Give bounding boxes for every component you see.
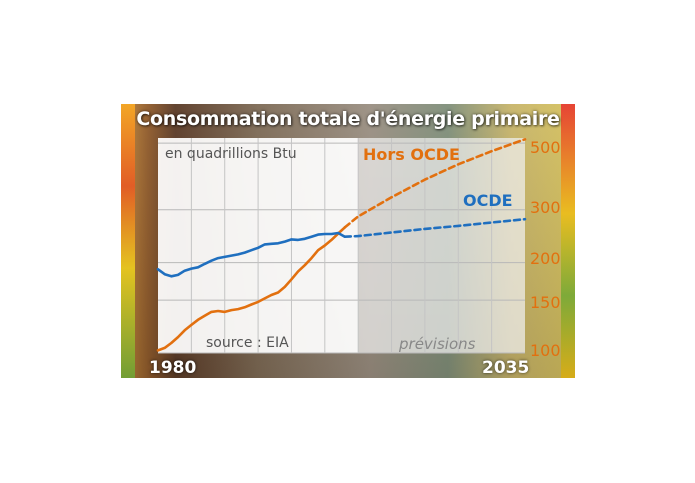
series-line-oecd-history	[156, 231, 347, 278]
color-stripe-right	[561, 104, 575, 378]
source-label: source : EIA	[206, 335, 289, 351]
color-stripe-left	[121, 104, 135, 378]
series-lines	[156, 138, 527, 352]
series-label-non-oecd: Hors OCDE	[363, 145, 460, 164]
series-line-non-oecd-forecast	[343, 138, 527, 229]
plot-area-forecast	[358, 138, 525, 353]
series-label-oecd: OCDE	[463, 191, 513, 210]
forecast-label: prévisions	[399, 335, 476, 353]
x-label-end: 2035	[482, 358, 530, 378]
x-label-start: 1980	[149, 358, 197, 378]
series-line-non-oecd-history	[156, 226, 347, 352]
y-tick-500: 500	[530, 138, 561, 157]
y-tick-200: 200	[530, 249, 561, 268]
y-tick-300: 300	[530, 198, 561, 217]
y-tick-150: 150	[530, 293, 561, 312]
grid-lines	[158, 138, 525, 354]
unit-label: en quadrillions Btu	[165, 146, 297, 162]
y-tick-100: 100	[530, 341, 561, 360]
series-line-oecd-forecast	[343, 217, 527, 238]
chart-title: Consommation totale d'énergie primaire	[136, 108, 560, 130]
